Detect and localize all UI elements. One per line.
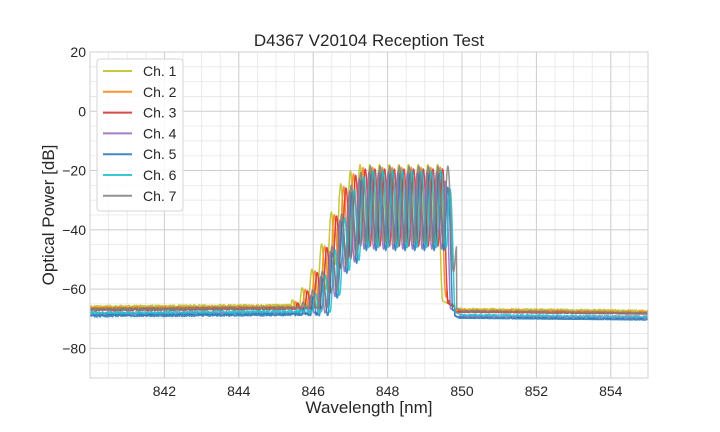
y-tick-label: −60 <box>62 281 86 297</box>
x-axis-label: Wavelength [nm] <box>306 398 433 417</box>
series-lines <box>90 163 648 321</box>
y-axis-label: Optical Power [dB] <box>39 145 58 286</box>
y-tick-label: −20 <box>62 163 86 179</box>
legend-box <box>96 58 184 212</box>
x-tick-label: 844 <box>227 383 251 399</box>
legend-label-ch-4: Ch. 4 <box>143 125 177 141</box>
x-tick-label: 852 <box>525 383 549 399</box>
x-tick-label: 850 <box>450 383 474 399</box>
legend-label-ch-2: Ch. 2 <box>143 84 177 100</box>
legend-label-ch-3: Ch. 3 <box>143 105 177 121</box>
series-line-ch-5 <box>90 172 648 321</box>
legend-label-ch-6: Ch. 6 <box>143 167 177 183</box>
legend-label-ch-5: Ch. 5 <box>143 146 177 162</box>
y-tick-label: 20 <box>70 44 86 60</box>
series-line-ch-7 <box>90 165 648 315</box>
y-tick-label: −40 <box>62 222 86 238</box>
x-tick-label: 846 <box>302 383 326 399</box>
legend-label-ch-7: Ch. 7 <box>143 188 177 204</box>
y-tick-label: −80 <box>62 340 86 356</box>
plot-frame <box>89 51 649 379</box>
x-tick-label: 854 <box>599 383 623 399</box>
x-tick-label: 848 <box>376 383 400 399</box>
legend: Ch. 1 Ch. 2 Ch. 3 Ch. 4 Ch. 5 Ch. 6 Ch. 7 <box>96 58 184 212</box>
y-tick-labels: −80 −60 −40 −20 0 20 <box>62 44 86 356</box>
series-line-ch-6 <box>90 169 648 318</box>
chart-title: D4367 V20104 Reception Test <box>254 31 485 50</box>
x-tick-label: 842 <box>153 383 177 399</box>
y-tick-label: 0 <box>78 103 86 119</box>
x-tick-labels: 842 844 846 848 850 852 854 <box>153 383 623 399</box>
legend-label-ch-1: Ch. 1 <box>143 63 177 79</box>
